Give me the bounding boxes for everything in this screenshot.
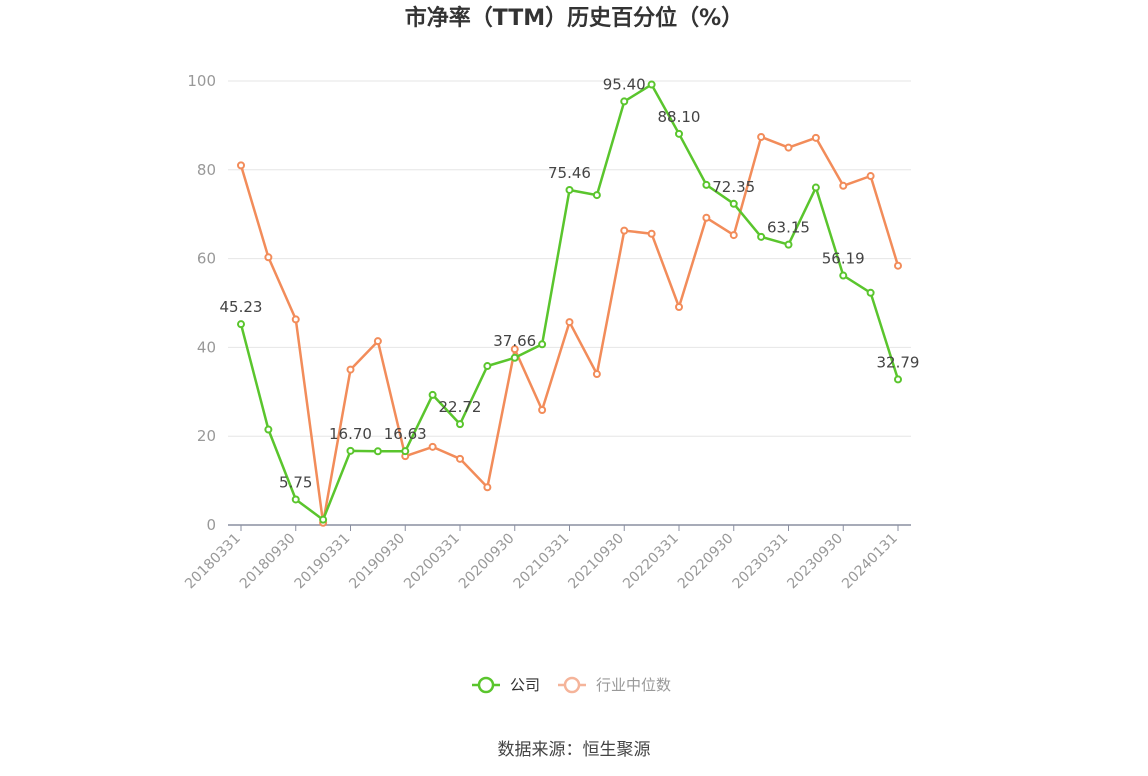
x-tick-label: 20220930: [675, 531, 737, 593]
data-point[interactable]: [456, 420, 464, 429]
data-point[interactable]: [538, 406, 547, 415]
data-point[interactable]: [401, 447, 410, 456]
series-company: [237, 80, 902, 524]
data-point[interactable]: [565, 185, 574, 194]
y-tick-label: 20: [197, 427, 216, 445]
source-text: 数据来源：恒生聚源: [498, 740, 651, 760]
data-label: 32.79: [877, 353, 920, 371]
data-point[interactable]: [866, 288, 875, 297]
x-tick-label: 20200930: [456, 531, 518, 593]
data-point[interactable]: [675, 302, 683, 311]
data-label: 95.40: [603, 75, 646, 93]
data-label: 88.10: [658, 108, 701, 126]
data-label: 16.70: [329, 425, 372, 443]
data-point[interactable]: [620, 97, 629, 106]
legend: 公司 行业中位数: [472, 676, 671, 694]
y-tick-label: 60: [197, 250, 216, 268]
x-axis: 2018033120180930201903312019093020200331…: [182, 524, 911, 593]
data-point[interactable]: [729, 199, 738, 208]
data-point[interactable]: [291, 315, 300, 324]
data-point[interactable]: [702, 180, 711, 189]
legend-item-industry-median[interactable]: 行业中位数: [558, 676, 671, 694]
data-point[interactable]: [675, 129, 683, 138]
data-label: 75.46: [548, 164, 591, 182]
data-point[interactable]: [456, 454, 464, 463]
x-tick-label: 20210331: [511, 531, 573, 593]
x-tick-label: 20210930: [565, 531, 627, 593]
data-point[interactable]: [894, 375, 902, 384]
legend-marker-icon: [477, 676, 495, 694]
data-point[interactable]: [729, 231, 738, 240]
series-line: [239, 83, 900, 521]
data-label: 45.23: [220, 298, 263, 316]
data-point[interactable]: [866, 172, 875, 181]
legend-item-company[interactable]: 公司: [472, 676, 540, 694]
data-point[interactable]: [757, 132, 766, 141]
data-point[interactable]: [373, 337, 382, 346]
x-tick-label: 20180930: [237, 531, 299, 593]
x-tick-label: 20240131: [839, 531, 901, 593]
data-point[interactable]: [237, 161, 245, 170]
data-point[interactable]: [346, 365, 355, 374]
data-point[interactable]: [757, 232, 766, 241]
x-tick-label: 20200331: [401, 531, 463, 593]
data-point[interactable]: [510, 353, 519, 362]
data-labels: 45.23 5.75 16.70 16.63 22.72 37.66 75.46 95.40 8…: [220, 75, 920, 491]
x-tick-label: 20190930: [346, 531, 408, 593]
series-layer: [237, 80, 902, 527]
data-point[interactable]: [647, 80, 656, 89]
data-point[interactable]: [237, 320, 245, 329]
data-label: 56.19: [822, 250, 865, 268]
data-point[interactable]: [811, 133, 820, 142]
data-point[interactable]: [510, 345, 519, 354]
data-label: 16.63: [384, 425, 427, 443]
y-tick-label: 100: [187, 72, 216, 90]
data-point[interactable]: [894, 261, 902, 270]
y-tick-label: 40: [197, 338, 216, 356]
data-point[interactable]: [483, 362, 492, 371]
data-point[interactable]: [784, 143, 793, 152]
data-point[interactable]: [784, 240, 793, 249]
data-point[interactable]: [839, 181, 848, 190]
data-point[interactable]: [538, 340, 547, 349]
data-point[interactable]: [291, 495, 300, 504]
grid-lines: [228, 80, 911, 437]
data-point[interactable]: [428, 442, 437, 451]
data-point[interactable]: [592, 370, 601, 379]
data-point[interactable]: [620, 226, 629, 235]
data-point[interactable]: [647, 229, 656, 238]
data-label: 37.66: [493, 332, 536, 350]
data-point[interactable]: [811, 183, 820, 192]
y-tick-label: 0: [206, 516, 216, 534]
data-label: 22.72: [439, 398, 482, 416]
data-point[interactable]: [264, 253, 273, 262]
y-axis: 0 20 40 60 80 100: [187, 72, 216, 534]
legend-label: 行业中位数: [596, 676, 671, 694]
data-point[interactable]: [483, 483, 492, 492]
legend-label: 公司: [510, 676, 540, 694]
data-point[interactable]: [565, 318, 574, 327]
data-point[interactable]: [592, 191, 601, 200]
data-point[interactable]: [839, 271, 848, 280]
data-point[interactable]: [346, 446, 355, 455]
x-tick-label: 20220331: [620, 531, 682, 593]
data-label: 63.15: [767, 219, 810, 237]
x-tick-label: 20230930: [784, 531, 846, 593]
data-point[interactable]: [428, 390, 437, 399]
data-label: 72.35: [712, 178, 755, 196]
data-point[interactable]: [319, 515, 328, 524]
data-label: 5.75: [279, 473, 312, 491]
data-point[interactable]: [264, 425, 273, 434]
legend-marker-icon: [563, 676, 581, 694]
data-point[interactable]: [702, 213, 711, 222]
x-tick-label: 20180331: [182, 531, 244, 593]
chart-title: 市净率（TTM）历史百分位（%）: [405, 5, 743, 31]
y-tick-label: 80: [197, 161, 216, 179]
x-tick-label: 20190331: [292, 531, 354, 593]
data-point[interactable]: [373, 447, 382, 456]
x-tick-label: 20230331: [730, 531, 792, 593]
